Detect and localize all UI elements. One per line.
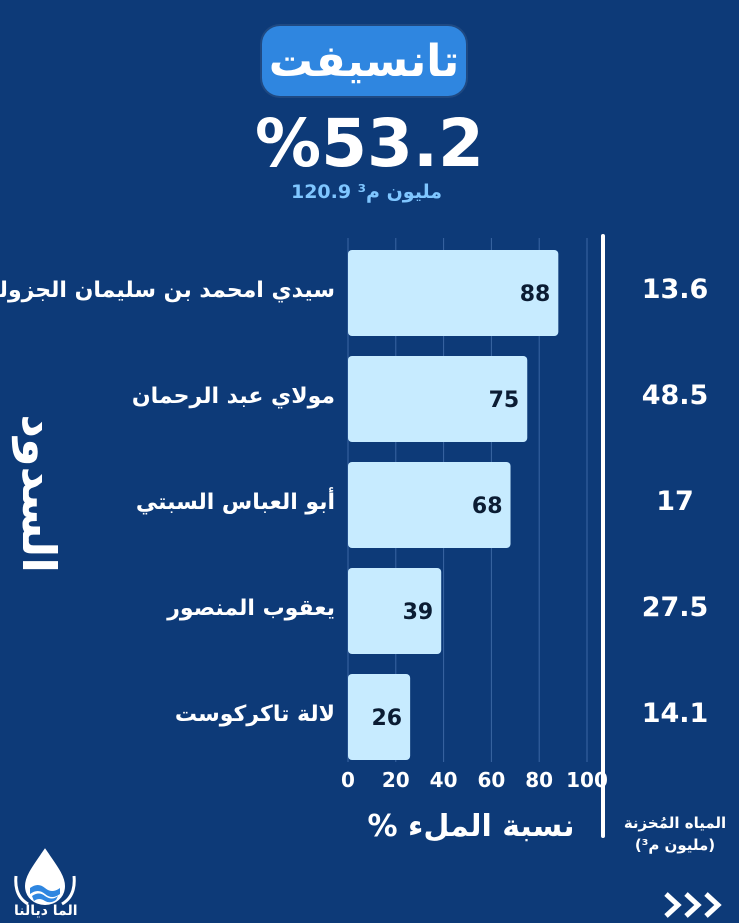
x-tick-label: 100 (566, 768, 608, 792)
x-tick-label: 20 (382, 768, 410, 792)
bar (348, 462, 511, 548)
stored-water-value: 17 (656, 486, 694, 517)
dam-name-label: أبو العباس السبتي (135, 490, 335, 515)
chevron-right-icon[interactable] (662, 890, 728, 920)
stored-water-value: 27.5 (641, 592, 709, 623)
bar (348, 674, 411, 760)
stored-water-header-line1: المياه المُخزنة (623, 814, 727, 832)
stored-water-value: 14.1 (641, 698, 709, 729)
x-tick-label: 40 (430, 768, 458, 792)
bar-value-label: 39 (403, 600, 434, 625)
dam-name-label: مولاي عبد الرحمان (131, 384, 335, 409)
logo-text: الما ديالنا (14, 903, 78, 919)
total-volume-unit: مليون م³ (357, 181, 442, 203)
stored-water-header-line2: (مليون م³) (634, 836, 716, 854)
bar (348, 250, 559, 336)
stored-water-value: 48.5 (641, 380, 709, 411)
x-tick-label: 60 (477, 768, 505, 792)
x-tick-label: 0 (341, 768, 355, 792)
x-axis-title: نسبة الملء % (367, 809, 575, 844)
stored-water-header: المياه المُخزنة (مليون م³) (612, 812, 738, 856)
column-divider (601, 234, 605, 838)
bar (348, 356, 528, 442)
total-volume-value: 120.9 (290, 181, 352, 203)
bar-value-label: 26 (372, 706, 403, 731)
bar (348, 568, 442, 654)
total-volume: 120.9 مليون م³ (0, 181, 739, 203)
stored-water-value: 13.6 (641, 274, 709, 305)
dam-name-label: سيدي امحمد بن سليمان الجزولي (0, 278, 335, 303)
bar-value-label: 75 (489, 388, 520, 413)
basin-title-pill: تانسيفت (262, 26, 466, 96)
dam-name-label: لالة تاكركوست (174, 702, 335, 727)
basin-title: تانسيفت (268, 35, 460, 87)
bar-value-label: 88 (520, 282, 551, 307)
fill-percentage: %53.2 (255, 105, 484, 182)
water-drop-hands-logo-icon (14, 848, 76, 906)
dam-name-label: يعقوب المنصور (167, 596, 335, 621)
x-tick-label: 80 (525, 768, 553, 792)
bar-value-label: 68 (472, 494, 503, 519)
